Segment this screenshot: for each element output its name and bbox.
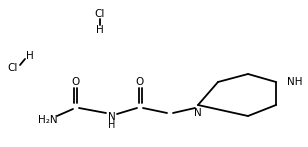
Text: O: O [136,77,144,87]
Text: NH: NH [287,77,302,87]
Text: H: H [108,120,116,130]
Text: O: O [72,77,80,87]
Text: Cl: Cl [8,63,18,73]
Text: N: N [108,112,116,122]
Text: H₂N: H₂N [38,115,58,125]
Text: H: H [26,51,34,61]
Text: H: H [96,25,104,35]
Text: Cl: Cl [95,9,105,19]
Text: N: N [194,108,202,118]
